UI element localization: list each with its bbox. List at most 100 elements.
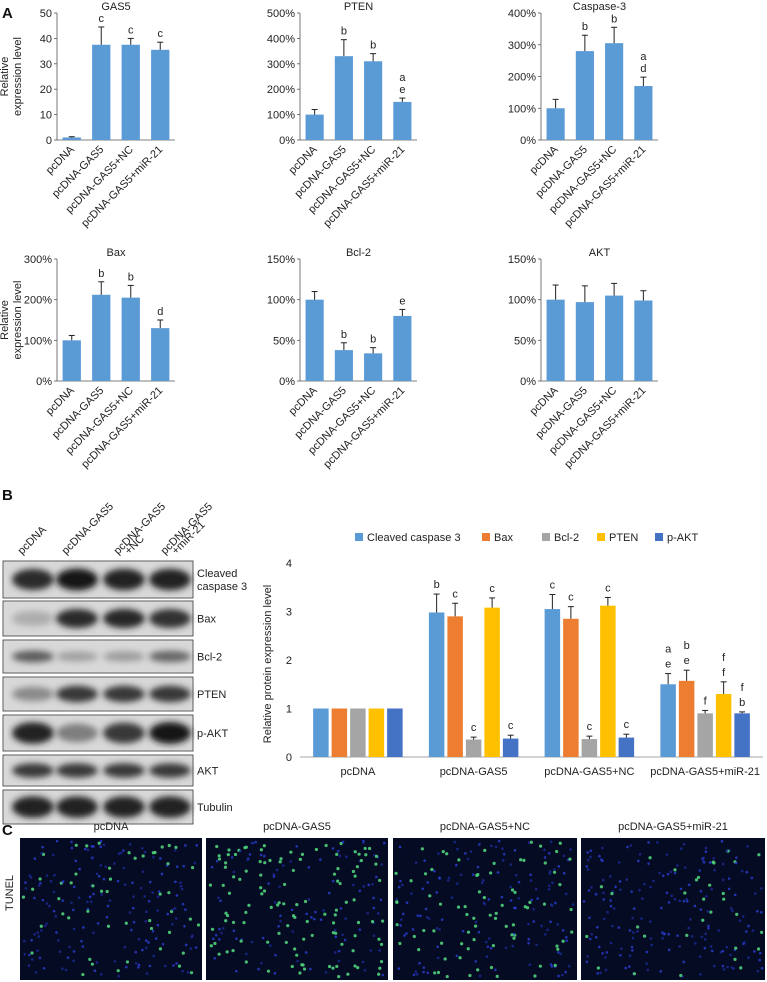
significance-label: a — [640, 51, 647, 63]
nucleus — [134, 950, 138, 954]
bar — [313, 708, 329, 757]
nucleus — [667, 901, 671, 904]
tunel-positive-nucleus — [543, 861, 547, 865]
nucleus — [589, 855, 592, 859]
nucleus — [68, 945, 71, 949]
nucleus — [490, 844, 493, 848]
tunel-positive-nucleus — [336, 867, 340, 871]
tunel-positive-nucleus — [552, 870, 557, 874]
panel-label-b: B — [2, 487, 13, 504]
nucleus — [611, 924, 614, 928]
nucleus — [758, 951, 762, 955]
bar-chart-2: Caspase-30%100%200%300%400%pcDNAbpcDNA-G… — [508, 1, 658, 230]
tunel-positive-nucleus — [305, 919, 309, 924]
nucleus — [421, 887, 425, 891]
nucleus — [496, 871, 500, 874]
y-tick-label: 400% — [267, 33, 295, 45]
bar — [62, 137, 81, 140]
nucleus — [189, 947, 193, 950]
tunel-positive-nucleus — [353, 850, 357, 854]
legend-swatch — [597, 533, 605, 541]
nucleus — [753, 950, 756, 953]
nucleus — [248, 853, 252, 856]
significance-label: f — [704, 695, 708, 707]
significance-label: e — [399, 84, 405, 96]
blot-row: p-AKT — [2, 714, 228, 752]
tunel-positive-nucleus — [244, 869, 248, 873]
tunel-positive-nucleus — [295, 903, 299, 907]
nucleus — [514, 873, 518, 877]
nucleus — [363, 968, 367, 972]
nucleus — [630, 945, 634, 949]
nucleus — [239, 849, 242, 853]
tunel-positive-nucleus — [337, 975, 341, 979]
nucleus — [513, 906, 516, 910]
nucleus — [527, 941, 530, 945]
nucleus — [95, 872, 99, 876]
nucleus — [600, 858, 603, 861]
nucleus — [99, 839, 103, 843]
nucleus — [433, 869, 436, 873]
tunel-positive-nucleus — [231, 920, 236, 925]
nucleus — [45, 902, 49, 905]
nucleus — [72, 927, 76, 931]
nucleus — [132, 920, 136, 924]
blot-band — [103, 608, 145, 629]
nucleus — [279, 914, 282, 918]
nucleus — [175, 865, 179, 868]
blot-band — [103, 568, 145, 591]
nucleus — [395, 897, 399, 901]
blot-band-label: AKT — [197, 766, 219, 778]
nucleus — [366, 911, 370, 915]
nucleus — [143, 894, 147, 898]
nucleus — [509, 863, 513, 866]
nucleus — [343, 938, 347, 942]
tunel-positive-nucleus — [323, 912, 327, 916]
tunel-positive-nucleus — [88, 957, 92, 962]
y-tick-label: 40 — [40, 33, 52, 45]
tunel-positive-nucleus — [476, 968, 480, 972]
nucleus — [416, 914, 420, 917]
tunel-positive-nucleus — [177, 964, 182, 968]
nucleus — [141, 846, 144, 850]
significance-label: b — [739, 697, 745, 709]
nucleus — [45, 874, 49, 877]
nucleus — [550, 904, 554, 907]
tunel-positive-nucleus — [395, 900, 399, 904]
tunel-positive-nucleus — [290, 964, 294, 969]
nucleus — [159, 857, 162, 860]
nucleus — [362, 839, 365, 843]
nucleus — [100, 893, 103, 896]
tunel-positive-nucleus — [225, 950, 229, 954]
nucleus — [52, 890, 56, 894]
nucleus — [72, 959, 75, 963]
nucleus — [104, 865, 107, 868]
nucleus — [629, 844, 633, 847]
y-tick-label: 1 — [286, 704, 292, 716]
nucleus — [532, 907, 535, 911]
tunel-positive-nucleus — [99, 889, 104, 893]
nucleus — [131, 881, 134, 885]
nucleus — [559, 952, 562, 956]
nucleus — [230, 856, 234, 859]
nucleus — [219, 899, 222, 903]
tunel-row-label: TUNEL — [4, 875, 16, 911]
y-tick-label: 150% — [508, 254, 536, 266]
significance-label: f — [722, 652, 726, 664]
blot-row: Bcl-2 — [2, 639, 222, 674]
y-tick-label: 0% — [279, 135, 295, 147]
y-tick-label: 200% — [508, 72, 536, 84]
bar — [600, 605, 616, 757]
y-tick-label: 3 — [286, 607, 292, 619]
tunel-positive-nucleus — [539, 844, 543, 848]
y-axis-label-line-1: Relative — [0, 300, 11, 340]
nucleus — [171, 922, 174, 926]
bar — [428, 612, 445, 757]
nucleus — [33, 896, 36, 900]
tunel-positive-nucleus — [262, 844, 266, 848]
nucleus — [86, 907, 90, 911]
nucleus — [456, 847, 459, 851]
nucleus — [181, 902, 185, 906]
nucleus — [410, 892, 413, 895]
nucleus — [698, 869, 702, 872]
